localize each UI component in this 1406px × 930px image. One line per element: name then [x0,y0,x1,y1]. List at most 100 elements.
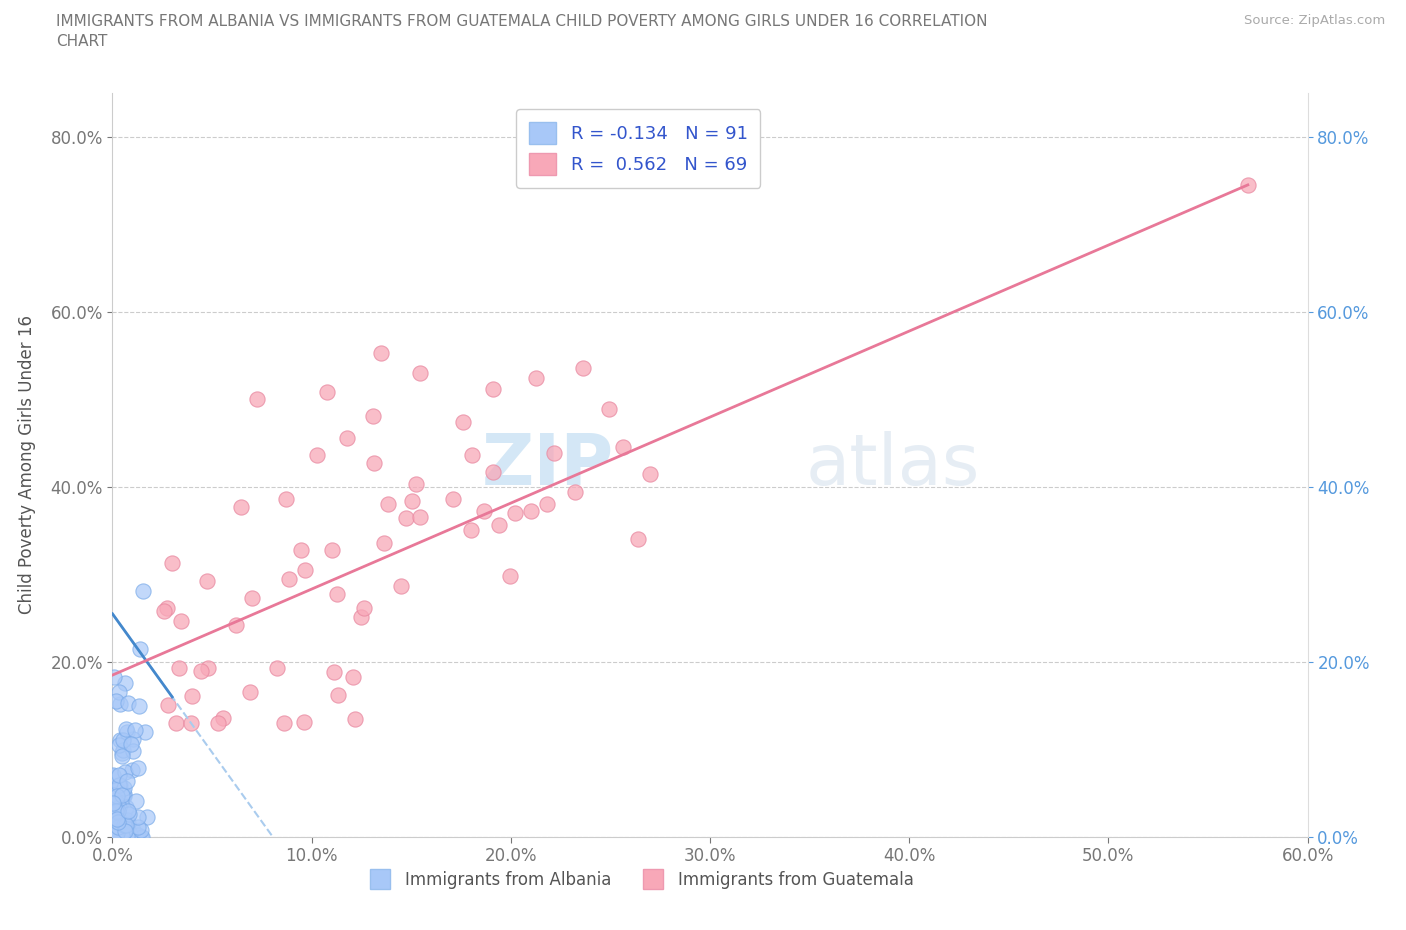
Point [114,817,136,832]
Point [598,402,620,417]
Point [266,661,288,676]
Point [336,431,359,445]
Point [180,716,202,731]
Point [103,786,125,801]
Point [488,517,510,532]
Point [134,724,156,739]
Point [207,716,229,731]
Point [111,829,134,844]
Point [401,493,423,508]
Point [122,732,145,747]
Point [132,583,155,598]
Y-axis label: Child Poverty Among Girls Under 16: Child Poverty Among Girls Under 16 [18,315,37,615]
Point [451,415,474,430]
Point [211,711,233,725]
Point [169,660,191,675]
Point [627,532,650,547]
Point [117,696,139,711]
Point [118,806,141,821]
Point [127,810,149,825]
Point [524,371,547,386]
Point [112,733,135,748]
Point [108,684,131,699]
Point [107,804,129,818]
Point [127,761,149,776]
Point [105,829,128,844]
Point [127,819,149,834]
Point [290,542,312,557]
Point [121,763,143,777]
Point [103,767,125,782]
Text: CHART: CHART [56,34,108,49]
Point [231,499,253,514]
Point [111,746,134,761]
Point [115,820,138,835]
Point [343,711,366,726]
Point [156,698,179,712]
Text: ZIP: ZIP [482,431,614,499]
Point [472,503,495,518]
Point [405,477,427,492]
Point [612,440,634,455]
Point [482,381,505,396]
Point [305,447,328,462]
Point [104,819,127,834]
Point [638,467,661,482]
Point [373,536,395,551]
Point [114,676,136,691]
Point [107,820,129,835]
Point [107,767,129,782]
Point [112,781,135,796]
Point [136,810,159,825]
Point [326,586,349,601]
Point [107,815,129,830]
Point [114,764,136,779]
Point [370,345,392,360]
Point [129,823,152,838]
Point [156,601,179,616]
Point [103,788,125,803]
Point [108,812,131,827]
Text: IMMIGRANTS FROM ALBANIA VS IMMIGRANTS FROM GUATEMALA CHILD POVERTY AMONG GIRLS U: IMMIGRANTS FROM ALBANIA VS IMMIGRANTS FR… [56,14,988,29]
Point [124,722,146,737]
Point [115,829,138,844]
Point [125,793,148,808]
Point [363,456,385,471]
Point [107,800,129,815]
Point [127,827,149,842]
Point [112,788,135,803]
Point [101,768,124,783]
Point [104,819,127,834]
Point [111,749,134,764]
Point [395,512,418,526]
Point [114,822,136,837]
Point [536,497,558,512]
Point [225,618,247,632]
Point [572,361,595,376]
Point [103,670,125,684]
Text: Source: ZipAtlas.com: Source: ZipAtlas.com [1244,14,1385,27]
Point [129,830,152,844]
Point [111,742,134,757]
Point [105,795,128,810]
Point [389,578,412,593]
Point [112,818,135,833]
Point [117,816,139,830]
Point [111,812,134,827]
Point [363,409,385,424]
Point [115,773,138,788]
Point [321,543,343,558]
Point [108,777,131,792]
Point [104,804,127,818]
Point [115,721,138,736]
Point [112,786,135,801]
Point [181,688,204,703]
Point [246,392,269,406]
Point [409,510,432,525]
Point [115,725,138,740]
Point [120,737,142,751]
Point [128,698,150,713]
Point [342,670,364,684]
Point [107,821,129,836]
Point [564,485,586,499]
